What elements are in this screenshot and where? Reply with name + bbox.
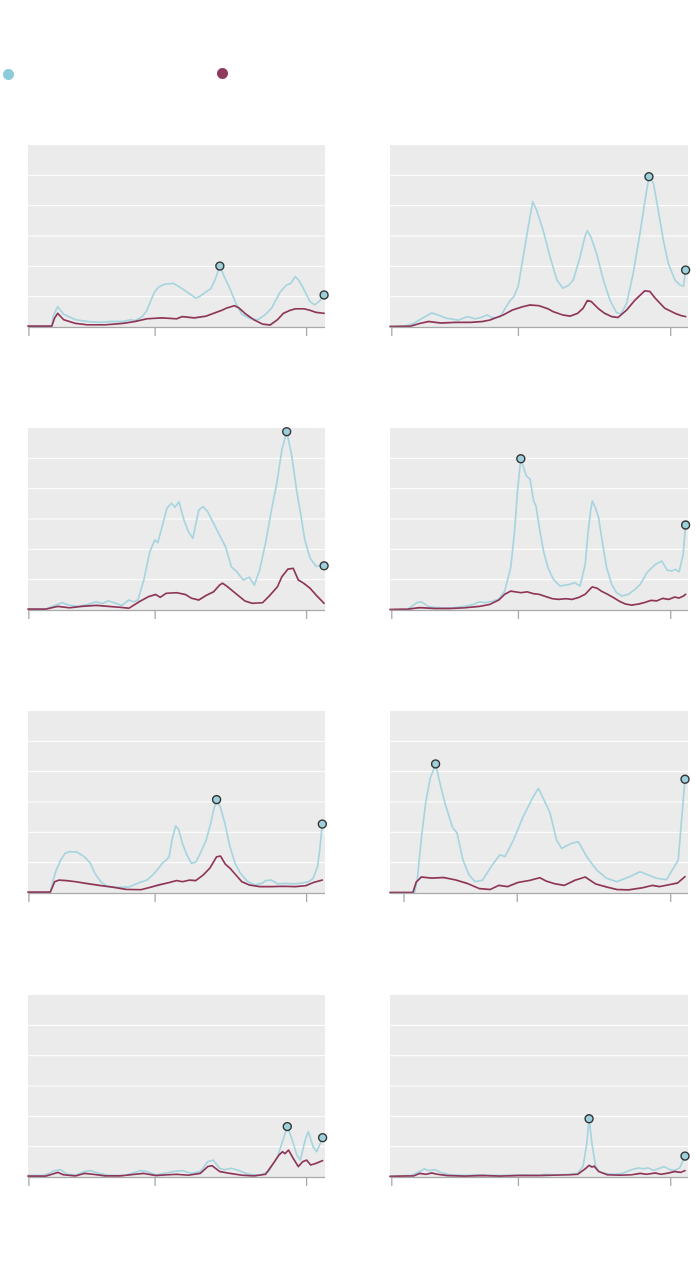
end-marker [319,290,329,300]
series-b-line [27,1149,324,1177]
peak-marker [644,171,654,182]
chart-panel-8 [389,995,690,1186]
peak-marker [281,426,292,437]
series-b-line [389,289,687,328]
chart-legend [0,0,700,110]
chart-panel-4 [389,428,691,619]
peak-marker [282,1121,292,1132]
end-marker [680,774,690,784]
chart-panel-6 [389,711,690,902]
series-a-line [27,1125,324,1177]
legend-swatch-series-b [217,68,228,79]
series-b-line [389,586,687,611]
legend-swatch-series-a [3,69,14,80]
chart-panel-1 [27,145,329,336]
end-marker [319,561,329,571]
chart-panel-2 [389,145,691,336]
end-marker [680,520,691,530]
series-a-line [27,430,325,610]
series-a-line [27,265,325,327]
series-b-line [389,1164,686,1178]
peak-marker [516,454,526,464]
series-b-line [27,567,325,610]
peak-marker [211,794,222,805]
series-a-line [27,798,324,893]
chart-panel-7 [27,995,328,1186]
peak-marker [430,759,441,769]
chart-panel-5 [27,711,328,902]
end-marker [680,265,691,275]
series-a-line [389,1117,686,1177]
series-b-line [27,304,325,327]
end-marker [317,819,328,829]
chart-panel-3 [27,426,329,619]
series-a-line [389,763,686,894]
end-marker [317,1132,328,1143]
peak-marker [584,1114,594,1124]
series-b-line [27,855,324,893]
peak-marker [215,261,225,271]
end-marker [680,1151,690,1161]
series-b-line [389,875,686,894]
series-a-line [389,457,687,611]
